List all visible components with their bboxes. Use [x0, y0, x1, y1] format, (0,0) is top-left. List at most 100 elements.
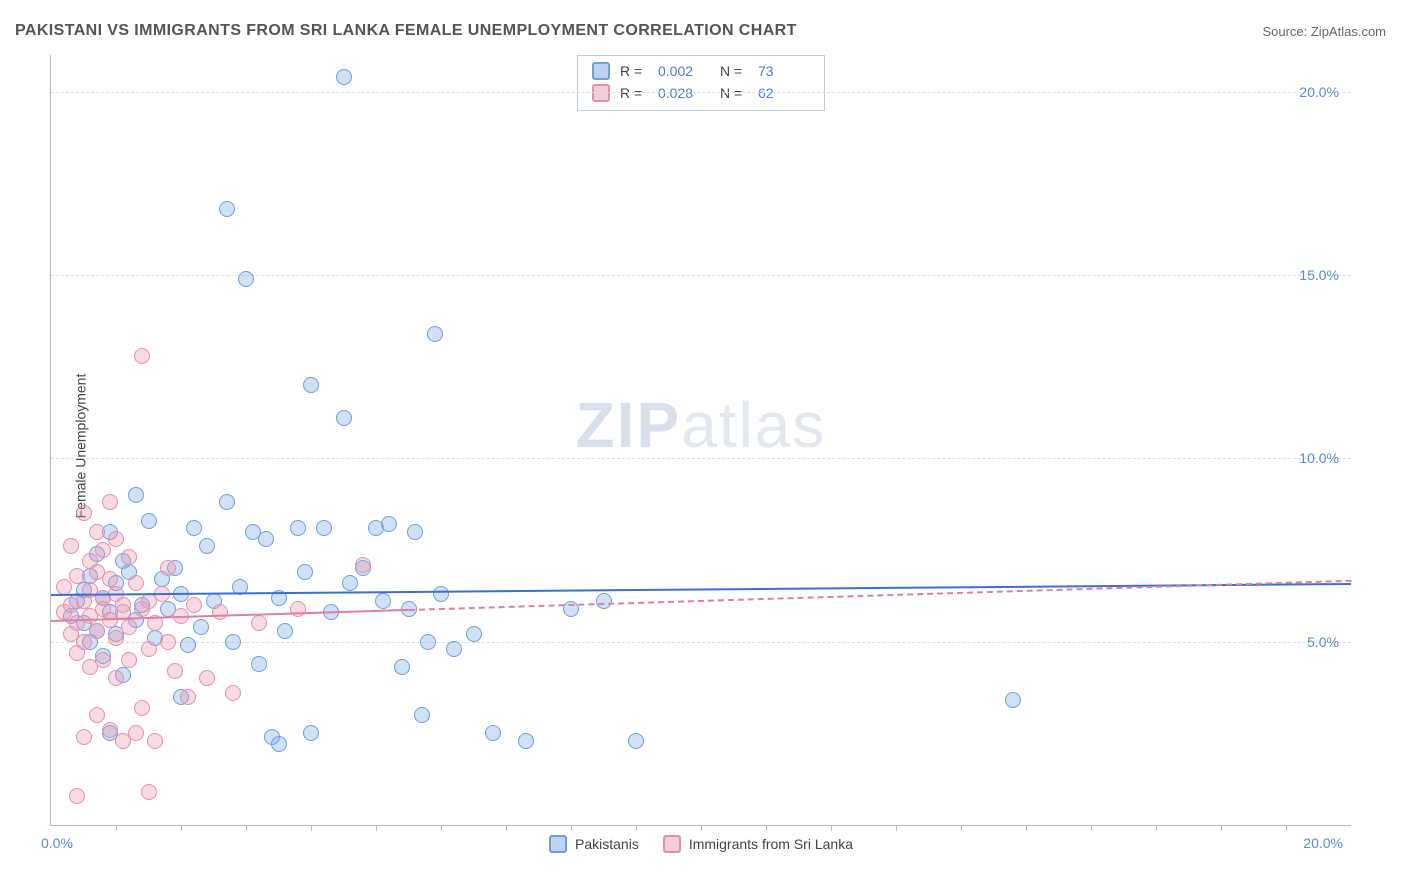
data-point — [212, 604, 228, 620]
data-point — [108, 531, 124, 547]
legend-swatch — [549, 835, 567, 853]
y-tick-label: 20.0% — [1299, 84, 1339, 100]
series-legend-item: Immigrants from Sri Lanka — [663, 835, 853, 853]
n-value: 62 — [758, 85, 810, 101]
data-point — [375, 593, 391, 609]
data-point — [141, 784, 157, 800]
data-point — [128, 575, 144, 591]
x-tick-mark — [441, 825, 442, 831]
data-point — [63, 538, 79, 554]
data-point — [271, 736, 287, 752]
data-point — [303, 725, 319, 741]
data-point — [128, 487, 144, 503]
legend-swatch — [663, 835, 681, 853]
data-point — [225, 685, 241, 701]
data-point — [199, 538, 215, 554]
series-legend-item: Pakistanis — [549, 835, 639, 853]
data-point — [121, 652, 137, 668]
data-point — [76, 729, 92, 745]
legend-swatch — [592, 62, 610, 80]
data-point — [251, 615, 267, 631]
data-point — [355, 557, 371, 573]
data-point — [108, 630, 124, 646]
legend-swatch — [592, 84, 610, 102]
data-point — [147, 733, 163, 749]
series-legend: Pakistanis Immigrants from Sri Lanka — [549, 835, 853, 853]
series-legend-label: Immigrants from Sri Lanka — [689, 836, 853, 852]
data-point — [277, 623, 293, 639]
data-point — [128, 725, 144, 741]
data-point — [427, 326, 443, 342]
data-point — [186, 520, 202, 536]
gridline — [51, 92, 1351, 93]
x-axis-start-label: 0.0% — [41, 835, 73, 851]
x-tick-mark — [1091, 825, 1092, 831]
y-tick-label: 5.0% — [1307, 634, 1339, 650]
gridline — [51, 458, 1351, 459]
data-point — [342, 575, 358, 591]
data-point — [102, 494, 118, 510]
data-point — [596, 593, 612, 609]
data-point — [115, 597, 131, 613]
data-point — [258, 531, 274, 547]
data-point — [199, 670, 215, 686]
x-tick-mark — [116, 825, 117, 831]
y-tick-label: 10.0% — [1299, 450, 1339, 466]
data-point — [134, 700, 150, 716]
data-point — [89, 524, 105, 540]
data-point — [69, 788, 85, 804]
x-tick-mark — [1026, 825, 1027, 831]
data-point — [141, 513, 157, 529]
data-point — [1005, 692, 1021, 708]
x-tick-mark — [246, 825, 247, 831]
data-point — [219, 201, 235, 217]
data-point — [394, 659, 410, 675]
data-point — [433, 586, 449, 602]
x-axis-end-label: 20.0% — [1303, 835, 1343, 851]
data-point — [167, 663, 183, 679]
correlation-legend: R = 0.002 N = 73 R = 0.028 N = 62 — [577, 55, 825, 111]
data-point — [141, 641, 157, 657]
data-point — [336, 410, 352, 426]
series-legend-label: Pakistanis — [575, 836, 639, 852]
x-tick-mark — [766, 825, 767, 831]
watermark-light: atlas — [681, 389, 826, 461]
data-point — [414, 707, 430, 723]
data-point — [160, 560, 176, 576]
correlation-legend-row: R = 0.002 N = 73 — [592, 60, 810, 82]
correlation-legend-row: R = 0.028 N = 62 — [592, 82, 810, 104]
data-point — [108, 670, 124, 686]
data-point — [316, 520, 332, 536]
data-point — [193, 619, 209, 635]
x-tick-mark — [376, 825, 377, 831]
data-point — [225, 634, 241, 650]
data-point — [407, 524, 423, 540]
watermark-bold: ZIP — [576, 389, 682, 461]
x-tick-mark — [636, 825, 637, 831]
x-tick-mark — [571, 825, 572, 831]
x-tick-mark — [896, 825, 897, 831]
data-point — [290, 520, 306, 536]
data-point — [466, 626, 482, 642]
data-point — [336, 69, 352, 85]
r-value: 0.002 — [658, 63, 710, 79]
x-tick-mark — [1221, 825, 1222, 831]
gridline — [51, 642, 1351, 643]
data-point — [102, 571, 118, 587]
y-tick-label: 15.0% — [1299, 267, 1339, 283]
n-value: 73 — [758, 63, 810, 79]
data-point — [160, 634, 176, 650]
data-point — [134, 348, 150, 364]
data-point — [628, 733, 644, 749]
plot-area: ZIPatlas R = 0.002 N = 73 R = 0.028 N = … — [50, 55, 1351, 826]
data-point — [76, 634, 92, 650]
data-point — [95, 542, 111, 558]
data-point — [56, 579, 72, 595]
data-point — [381, 516, 397, 532]
data-point — [89, 707, 105, 723]
n-label: N = — [720, 63, 748, 79]
n-label: N = — [720, 85, 748, 101]
data-point — [69, 568, 85, 584]
data-point — [446, 641, 462, 657]
x-tick-mark — [831, 825, 832, 831]
